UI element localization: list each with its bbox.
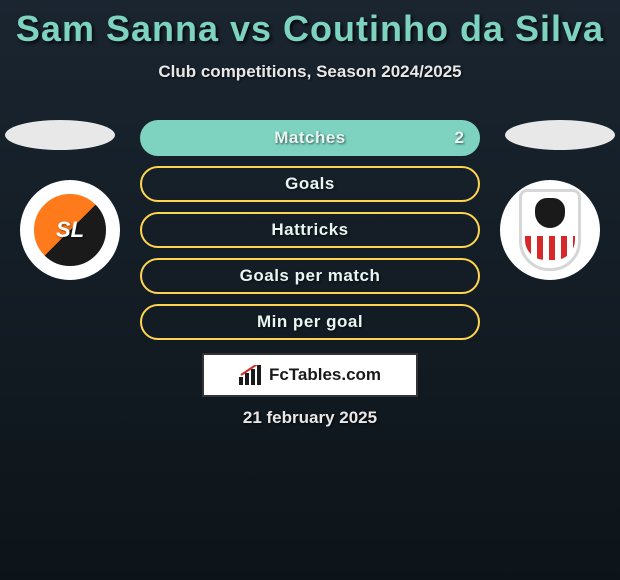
stat-label: Goals per match bbox=[240, 266, 381, 286]
stat-row-hattricks: Hattricks bbox=[140, 212, 480, 248]
stat-label: Matches bbox=[274, 128, 346, 148]
lavallois-crest: SL bbox=[29, 189, 111, 271]
stat-row-goals: Goals bbox=[140, 166, 480, 202]
brand-text: FcTables.com bbox=[269, 365, 381, 385]
comparison-title: Sam Sanna vs Coutinho da Silva bbox=[0, 0, 620, 50]
stat-label: Hattricks bbox=[271, 220, 348, 240]
lavallois-initials: SL bbox=[56, 217, 84, 243]
ajaccio-head-icon bbox=[535, 198, 565, 228]
stat-rows: Matches 2 Goals Hattricks Goals per matc… bbox=[140, 120, 480, 350]
stat-value: 2 bbox=[455, 128, 464, 148]
team-right-badge bbox=[500, 180, 600, 280]
stat-row-mpg: Min per goal bbox=[140, 304, 480, 340]
brand-box: FcTables.com bbox=[202, 353, 418, 397]
stat-label: Goals bbox=[285, 174, 335, 194]
stat-label: Min per goal bbox=[257, 312, 363, 332]
team-left-badge: SL bbox=[20, 180, 120, 280]
stat-row-gpm: Goals per match bbox=[140, 258, 480, 294]
season-subtitle: Club competitions, Season 2024/2025 bbox=[0, 62, 620, 82]
ajaccio-crest bbox=[519, 189, 581, 271]
snapshot-date: 21 february 2025 bbox=[0, 408, 620, 428]
ajaccio-stripes bbox=[525, 236, 575, 260]
stat-row-matches: Matches 2 bbox=[140, 120, 480, 156]
bar-chart-icon bbox=[239, 365, 263, 385]
ellipse-right bbox=[505, 120, 615, 150]
ellipse-left bbox=[5, 120, 115, 150]
